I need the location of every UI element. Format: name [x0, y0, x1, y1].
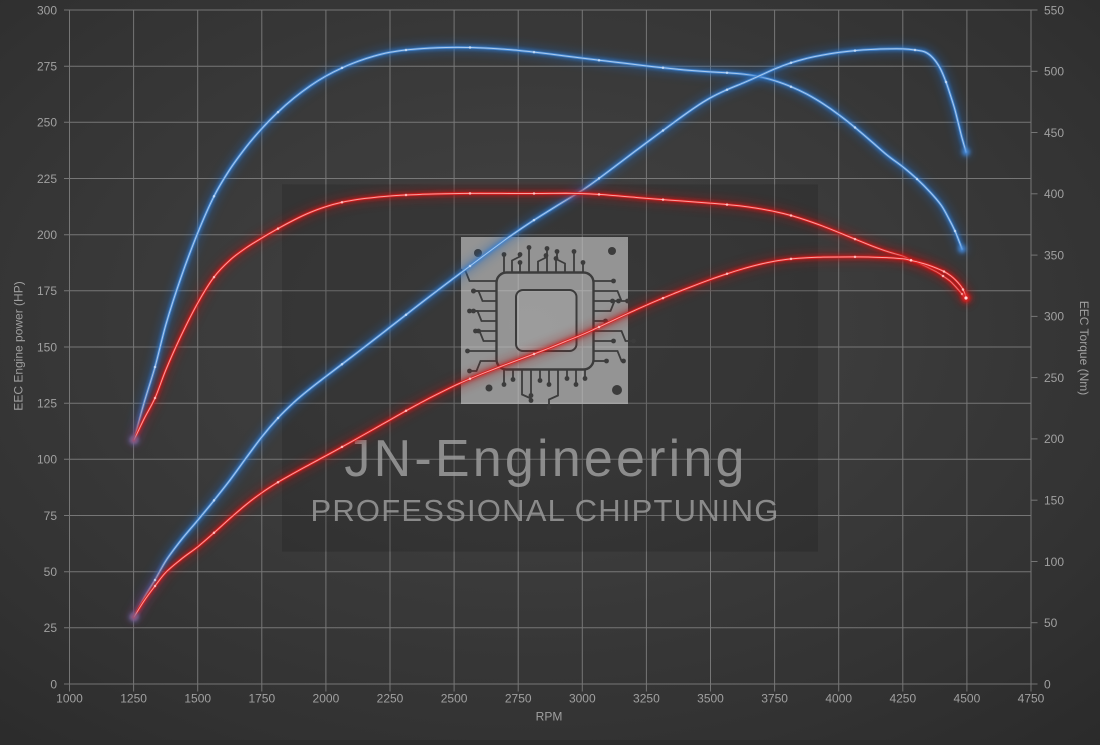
svg-text:1250: 1250	[120, 692, 147, 706]
svg-text:1000: 1000	[56, 692, 83, 706]
svg-text:4500: 4500	[954, 692, 981, 706]
svg-text:EEC Torque (Nm): EEC Torque (Nm)	[1077, 301, 1091, 395]
svg-text:RPM: RPM	[536, 710, 563, 724]
svg-text:500: 500	[1044, 65, 1064, 79]
svg-text:JN-Engineering: JN-Engineering	[344, 430, 747, 488]
svg-text:450: 450	[1044, 126, 1064, 140]
svg-text:175: 175	[37, 284, 57, 298]
svg-text:0: 0	[50, 677, 57, 691]
svg-text:50: 50	[44, 565, 58, 579]
svg-text:150: 150	[1044, 494, 1064, 508]
svg-text:250: 250	[1044, 371, 1064, 385]
svg-text:100: 100	[1044, 555, 1064, 569]
svg-text:300: 300	[1044, 310, 1064, 324]
svg-text:350: 350	[1044, 248, 1064, 262]
svg-text:0: 0	[1044, 677, 1051, 691]
svg-text:4250: 4250	[889, 692, 916, 706]
svg-text:300: 300	[37, 3, 57, 17]
svg-text:25: 25	[44, 621, 58, 635]
svg-text:4000: 4000	[825, 692, 852, 706]
svg-text:400: 400	[1044, 187, 1064, 201]
svg-text:275: 275	[37, 60, 57, 74]
svg-text:3750: 3750	[761, 692, 788, 706]
svg-text:200: 200	[1044, 432, 1064, 446]
svg-text:250: 250	[37, 116, 57, 130]
svg-text:2500: 2500	[441, 692, 468, 706]
svg-text:4750: 4750	[1018, 692, 1045, 706]
svg-text:PROFESSIONAL CHIPTUNING: PROFESSIONAL CHIPTUNING	[310, 493, 779, 528]
svg-text:3250: 3250	[633, 692, 660, 706]
svg-text:1500: 1500	[184, 692, 211, 706]
svg-text:75: 75	[44, 509, 58, 523]
svg-text:100: 100	[37, 453, 57, 467]
svg-text:125: 125	[37, 397, 57, 411]
svg-text:150: 150	[37, 340, 57, 354]
svg-text:EEC Engine power (HP): EEC Engine power (HP)	[12, 281, 26, 410]
svg-text:550: 550	[1044, 3, 1064, 17]
svg-text:200: 200	[37, 228, 57, 242]
svg-text:50: 50	[1044, 616, 1058, 630]
svg-text:225: 225	[37, 172, 57, 186]
svg-text:2000: 2000	[313, 692, 340, 706]
svg-text:1750: 1750	[248, 692, 275, 706]
svg-text:3000: 3000	[569, 692, 596, 706]
svg-text:3500: 3500	[697, 692, 724, 706]
svg-text:2750: 2750	[505, 692, 532, 706]
svg-text:2250: 2250	[377, 692, 404, 706]
